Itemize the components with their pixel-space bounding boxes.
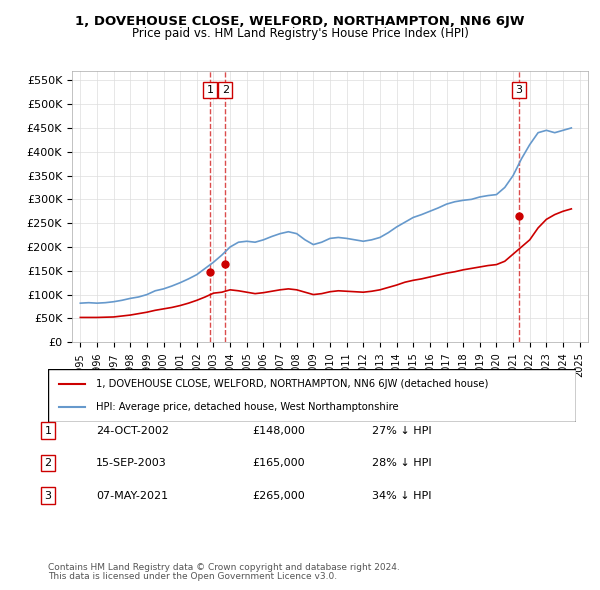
FancyBboxPatch shape bbox=[48, 369, 576, 422]
Text: 3: 3 bbox=[44, 491, 52, 500]
Text: 27% ↓ HPI: 27% ↓ HPI bbox=[372, 426, 431, 435]
Text: 15-SEP-2003: 15-SEP-2003 bbox=[96, 458, 167, 468]
Text: £265,000: £265,000 bbox=[252, 491, 305, 500]
Text: HPI: Average price, detached house, West Northamptonshire: HPI: Average price, detached house, West… bbox=[95, 402, 398, 412]
Text: Price paid vs. HM Land Registry's House Price Index (HPI): Price paid vs. HM Land Registry's House … bbox=[131, 27, 469, 40]
Text: 1, DOVEHOUSE CLOSE, WELFORD, NORTHAMPTON, NN6 6JW (detached house): 1, DOVEHOUSE CLOSE, WELFORD, NORTHAMPTON… bbox=[95, 379, 488, 389]
Text: £165,000: £165,000 bbox=[252, 458, 305, 468]
Text: 28% ↓ HPI: 28% ↓ HPI bbox=[372, 458, 431, 468]
Text: 3: 3 bbox=[515, 85, 523, 95]
Text: 1: 1 bbox=[207, 85, 214, 95]
Text: 1, DOVEHOUSE CLOSE, WELFORD, NORTHAMPTON, NN6 6JW: 1, DOVEHOUSE CLOSE, WELFORD, NORTHAMPTON… bbox=[75, 15, 525, 28]
Text: 34% ↓ HPI: 34% ↓ HPI bbox=[372, 491, 431, 500]
Text: 2: 2 bbox=[222, 85, 229, 95]
Text: 24-OCT-2002: 24-OCT-2002 bbox=[96, 426, 169, 435]
Text: This data is licensed under the Open Government Licence v3.0.: This data is licensed under the Open Gov… bbox=[48, 572, 337, 581]
Text: 1: 1 bbox=[44, 426, 52, 435]
Text: 2: 2 bbox=[44, 458, 52, 468]
Text: Contains HM Land Registry data © Crown copyright and database right 2024.: Contains HM Land Registry data © Crown c… bbox=[48, 563, 400, 572]
Text: £148,000: £148,000 bbox=[252, 426, 305, 435]
Text: 07-MAY-2021: 07-MAY-2021 bbox=[96, 491, 168, 500]
